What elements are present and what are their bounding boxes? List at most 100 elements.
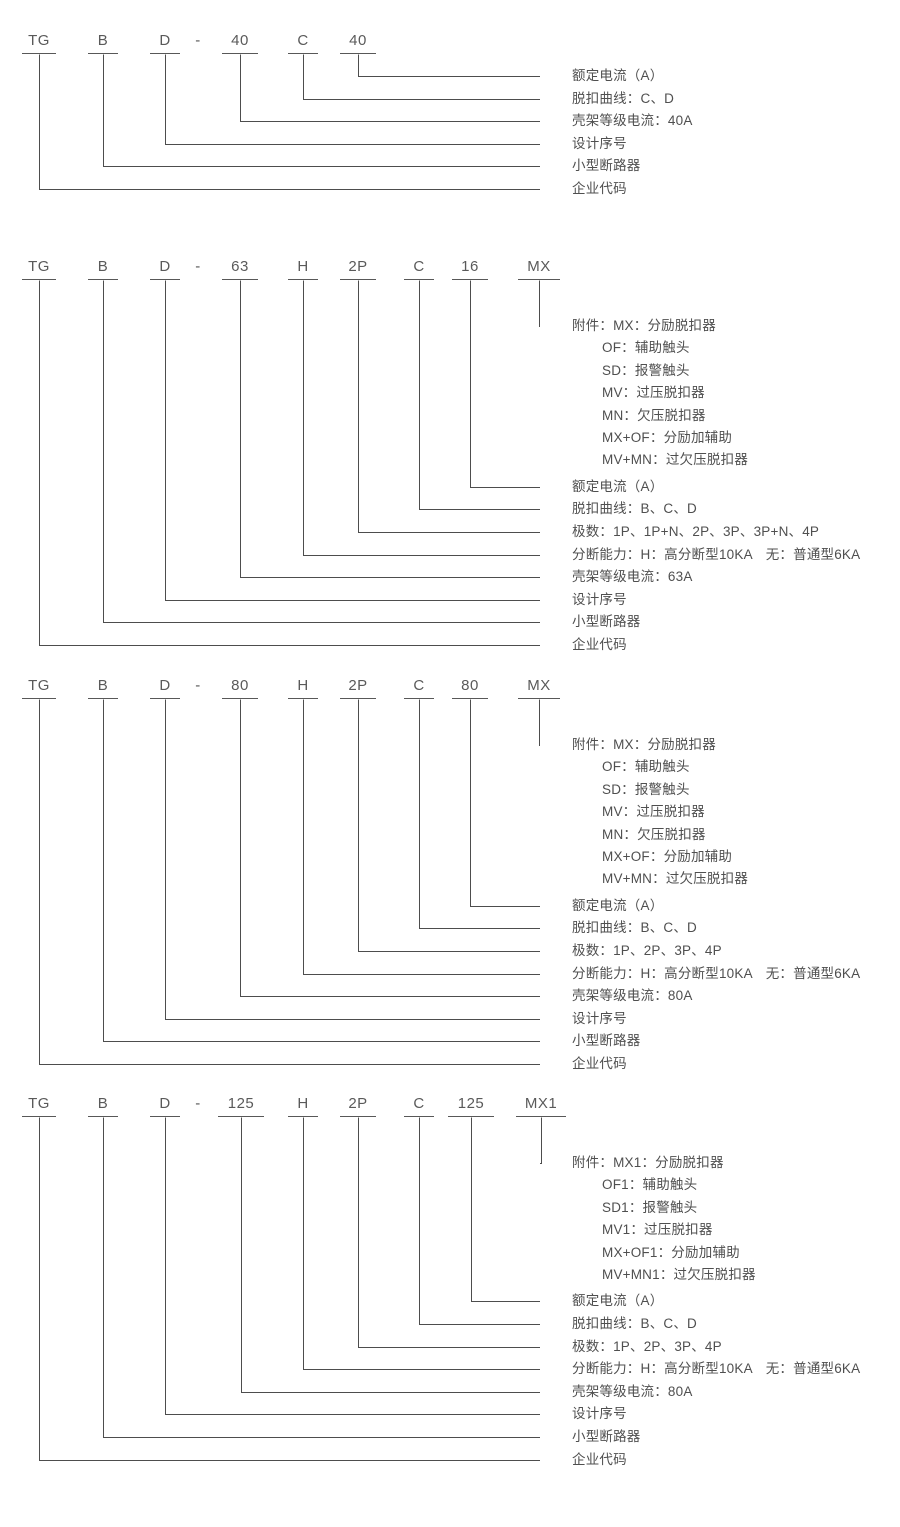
model-code-segment: 80 (452, 675, 488, 699)
leader-line (240, 699, 540, 997)
model-code-segment: H (288, 256, 318, 280)
model-code-text: 80 (222, 675, 258, 699)
callout-label: 小型断路器 (572, 158, 641, 174)
accessory-head-label: 附件：MX1：分励脱扣器 (572, 1155, 724, 1170)
accessory-item-label: OF1：辅助触头 (602, 1177, 698, 1193)
model-code-text: C (404, 675, 434, 699)
model-code-segment: B (88, 1093, 118, 1117)
model-code-segment: TG (22, 1093, 56, 1117)
model-code-text: MX (518, 256, 560, 280)
model-code-segment: B (88, 256, 118, 280)
leader-line (303, 280, 540, 556)
model-code-row: TG B D - 63 H 2P C 16 MX (0, 256, 900, 290)
model-code-segment: 125 (218, 1093, 264, 1117)
leader-lines (39, 699, 540, 1065)
leader-line (358, 280, 540, 533)
callout-label: 脱扣曲线：B、C、D (572, 501, 698, 517)
leader-lines (39, 280, 540, 646)
leader-line (103, 699, 540, 1042)
model-code-text: 2P (340, 1093, 376, 1117)
model-code-segment: D (150, 1093, 180, 1117)
model-code-text: TG (22, 675, 56, 699)
callout-label: 极数：1P、2P、3P、4P (572, 943, 722, 958)
model-code-text: B (88, 30, 118, 54)
leader-line (39, 54, 540, 190)
leader-lines (39, 54, 540, 190)
callout-label: 企业代码 (572, 181, 627, 196)
model-code-text: 16 (452, 256, 488, 280)
leader-line (419, 1117, 540, 1325)
callout-label: 小型断路器 (572, 1033, 641, 1049)
accessory-item-label: MX+OF：分励加辅助 (602, 430, 733, 445)
model-code-text: C (288, 30, 318, 54)
model-code-text: - (195, 258, 201, 275)
callout-label: 极数：1P、1P+N、2P、3P、3P+N、4P (572, 524, 820, 539)
callout-label: 企业代码 (572, 1056, 627, 1071)
accessory-item-label: SD1：报警触头 (602, 1199, 698, 1215)
model-code-segment: 40 (222, 30, 258, 54)
leader-line (165, 1117, 540, 1415)
callout-label: 壳架等级电流：63A (572, 569, 693, 585)
model-code-text: 2P (340, 256, 376, 280)
leader-line (165, 54, 540, 145)
leader-line (103, 54, 540, 167)
model-code-segment: TG (22, 675, 56, 699)
model-code-text: 80 (452, 675, 488, 699)
accessory-item-label: MV：过压脱扣器 (602, 385, 705, 401)
leader-line (540, 1117, 542, 1164)
callout-label: 脱扣曲线：B、C、D (572, 1316, 698, 1331)
leader-line (358, 1117, 540, 1348)
model-code-row: TG B D -125 H 2P C 125 MX1 (0, 1093, 900, 1127)
callout-label: 极数：1P、2P、3P、4P (572, 1338, 722, 1354)
model-code-text: D (150, 675, 180, 699)
model-code-text: D (150, 30, 180, 54)
model-code-text: TG (22, 256, 56, 280)
model-code-text: H (288, 1093, 318, 1117)
model-code-text: D (150, 1093, 180, 1117)
callout-label: 壳架等级电流：80A (572, 988, 693, 1004)
callout-label: 企业代码 (572, 637, 627, 652)
model-code-segment: B (88, 30, 118, 54)
model-code-text: B (88, 256, 118, 280)
callout-label: 壳架等级电流：40A (572, 113, 693, 129)
accessory-item-label: OF：辅助触头 (602, 759, 690, 775)
model-code-text: 125 (448, 1093, 494, 1117)
model-code-text: H (288, 256, 318, 280)
model-code-segment: MX (518, 256, 560, 280)
leader-line (471, 1117, 540, 1302)
callout-label: 企业代码 (572, 1451, 627, 1467)
model-code-text: C (404, 1093, 434, 1117)
accessory-item-label: MV+MN：过欠压脱扣器 (602, 871, 749, 887)
model-code-segment: - (188, 675, 208, 697)
callout-label: 分断能力：H：高分断型10KA 无：普通型6KA (572, 1361, 861, 1377)
callout-label: 小型断路器 (572, 614, 641, 630)
model-code-segment: D (150, 30, 180, 54)
callout-label: 分断能力：H：高分断型10KA 无：普通型6KA (572, 965, 861, 981)
model-code-segment: MX (518, 675, 560, 699)
model-code-row: TG B D - 80 H 2P C 80 MX (0, 675, 900, 709)
model-code-text: TG (22, 30, 56, 54)
model-code-text: H (288, 675, 318, 699)
callout-label: 设计序号 (572, 1406, 627, 1422)
model-code-segment: - (188, 256, 208, 278)
leader-line (539, 280, 540, 327)
model-code-text: - (195, 32, 201, 49)
callout-label: 小型断路器 (572, 1429, 641, 1444)
accessory-item-label: MN：欠压脱扣器 (602, 407, 706, 423)
model-code-text: B (88, 675, 118, 699)
accessory-item-label: MV+MN：过欠压脱扣器 (602, 452, 749, 468)
model-code-segment: MX1 (516, 1093, 566, 1117)
model-code-text: MX (518, 675, 560, 699)
model-code-text: 40 (222, 30, 258, 54)
leader-line (358, 54, 540, 77)
model-code-text: 2P (340, 675, 376, 699)
model-code-segment: TG (22, 256, 56, 280)
model-code-text: 125 (218, 1093, 264, 1117)
accessory-item-label: MX+OF：分励加辅助 (602, 849, 733, 864)
model-code-segment: 40 (340, 30, 376, 54)
model-code-segment: H (288, 675, 318, 699)
model-code-text: - (195, 1095, 201, 1112)
model-code-segment: D (150, 675, 180, 699)
model-code-text: - (195, 677, 201, 694)
